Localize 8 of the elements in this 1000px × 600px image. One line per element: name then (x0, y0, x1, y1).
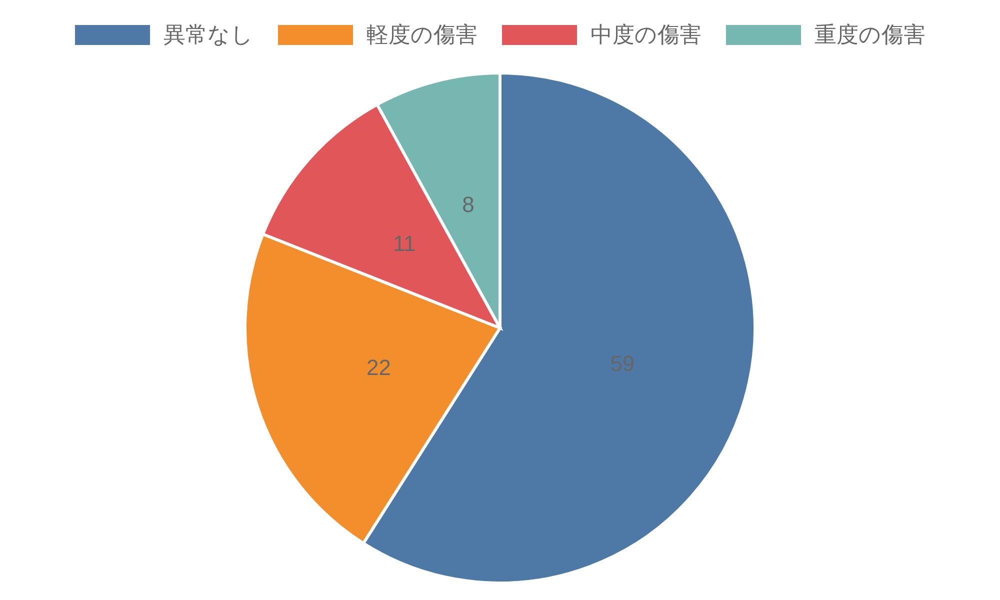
legend-label: 重度の傷害 (814, 21, 926, 49)
data-label: 59 (610, 351, 635, 376)
legend-label: 中度の傷害 (590, 21, 702, 49)
data-label: 22 (366, 354, 391, 380)
legend-label: 軽度の傷害 (366, 21, 478, 49)
data-label: 11 (392, 231, 416, 256)
data-label: 8 (462, 192, 474, 218)
legend-label: 異常なし (164, 21, 254, 49)
